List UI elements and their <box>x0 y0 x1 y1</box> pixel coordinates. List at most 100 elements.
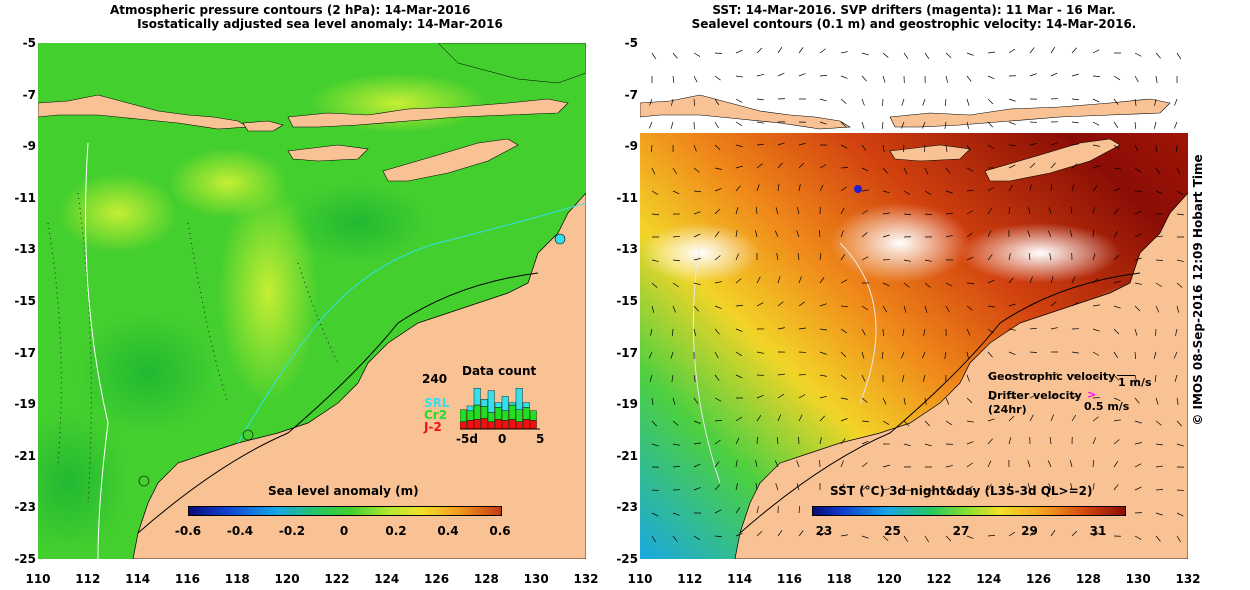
velocity-arrow <box>861 535 869 539</box>
longitude-tick: 126 <box>424 572 450 586</box>
velocity-arrow <box>693 374 696 382</box>
velocity-arrow <box>987 75 995 80</box>
velocity-arrow <box>714 75 721 81</box>
velocity-arrow <box>1071 73 1079 77</box>
velocity-arrow <box>755 460 758 468</box>
velocity-arrow <box>966 98 970 106</box>
data-count-title: Data count <box>462 364 537 378</box>
velocity-arrow <box>714 305 722 309</box>
velocity-arrow <box>672 397 676 405</box>
velocity-arrow <box>882 52 889 58</box>
data-count-bar-j2 <box>501 420 509 430</box>
velocity-arrow <box>966 485 974 491</box>
velocity-arrow <box>672 235 680 238</box>
colorbar-tick: 0.2 <box>385 524 407 538</box>
velocity-arrow <box>1008 437 1012 445</box>
velocity-arrow <box>735 533 743 537</box>
geostrophic-scale-label: 1 m/s <box>1118 376 1152 389</box>
velocity-arrow <box>1092 437 1097 445</box>
velocity-arrow <box>1092 75 1101 77</box>
velocity-arrow <box>1008 351 1016 356</box>
velocity-arrow <box>1029 394 1037 399</box>
velocity-arrow <box>755 207 758 215</box>
velocity-arrow <box>1174 374 1178 382</box>
velocity-arrow <box>1027 230 1031 238</box>
velocity-arrow <box>777 327 785 330</box>
velocity-arrow <box>1113 419 1121 422</box>
velocity-arrow <box>1134 535 1142 540</box>
velocity-arrow <box>777 184 780 192</box>
velocity-arrow <box>1071 414 1076 422</box>
longitude-tick: 112 <box>677 572 703 586</box>
velocity-arrow <box>1069 230 1073 238</box>
velocity-arrow <box>1176 305 1180 313</box>
velocity-arrow <box>1134 211 1142 215</box>
velocity-arrow <box>882 75 886 83</box>
velocity-arrow <box>735 75 743 78</box>
velocity-arrow <box>1174 98 1178 106</box>
latitude-tick: -15 <box>14 294 36 308</box>
velocity-arrow <box>903 282 910 288</box>
velocity-arrow <box>714 144 721 151</box>
data-count-bar-srl <box>508 402 516 406</box>
velocity-arrow <box>1092 374 1100 378</box>
velocity-arrow <box>1092 532 1100 537</box>
velocity-arrow <box>966 232 973 238</box>
longitude-tick: 130 <box>1125 572 1151 586</box>
velocity-arrow <box>796 483 800 491</box>
velocity-arrow <box>735 437 740 445</box>
longitude-tick: 124 <box>976 572 1002 586</box>
velocity-arrow <box>714 98 720 106</box>
velocity-arrow <box>755 483 758 491</box>
data-count-bar-cr2 <box>460 409 467 422</box>
land-sumbawa-flores <box>287 98 569 128</box>
velocity-arrow <box>693 98 696 107</box>
velocity-arrow <box>756 184 760 192</box>
velocity-arrow <box>735 460 738 468</box>
velocity-arrow <box>987 328 994 334</box>
velocity-arrow <box>714 419 722 422</box>
velocity-arrow <box>1134 374 1137 382</box>
longitude-tick: 130 <box>523 572 549 586</box>
velocity-arrow <box>819 351 827 355</box>
velocity-arrow <box>798 530 804 537</box>
legend-srl: SRL <box>424 396 450 410</box>
velocity-arrow <box>903 397 906 405</box>
velocity-arrow <box>735 278 742 284</box>
sla-colorbar <box>188 506 502 516</box>
velocity-arrow <box>840 534 848 537</box>
velocity-arrow <box>649 374 653 382</box>
velocity-arrow <box>1176 512 1184 517</box>
velocity-arrow <box>1050 46 1056 54</box>
drifter-track <box>854 185 862 193</box>
velocity-arrow <box>798 327 806 330</box>
velocity-arrow <box>945 52 952 59</box>
latitude-tick: -13 <box>14 242 36 257</box>
velocity-arrow <box>987 460 992 468</box>
velocity-arrow <box>777 142 785 146</box>
velocity-arrow <box>798 73 806 77</box>
velocity-arrow <box>651 282 658 288</box>
latitude-tick: -17 <box>616 345 638 360</box>
latitude-tick: -19 <box>14 397 36 412</box>
velocity-arrow <box>756 415 762 422</box>
tide-gauge <box>138 475 150 487</box>
velocity-arrow <box>777 414 782 422</box>
velocity-arrow <box>693 463 701 468</box>
velocity-arrow <box>1050 327 1058 330</box>
velocity-arrow <box>693 328 696 336</box>
latitude-tick: -23 <box>616 500 638 515</box>
velocity-arrow <box>921 351 926 359</box>
velocity-arrow <box>1071 47 1077 54</box>
velocity-arrow <box>693 442 701 445</box>
data-count-bar-srl <box>501 396 509 411</box>
velocity-arrow <box>901 121 905 129</box>
latitude-tick: -19 <box>616 397 638 412</box>
velocity-arrow <box>756 276 761 284</box>
sst-colorbar-title: SST (°C) 3d night&day (L3S-3d QL>=2) <box>830 484 1093 498</box>
velocity-arrow <box>840 230 844 238</box>
longitude-tick: 116 <box>174 572 200 586</box>
velocity-arrow <box>1029 162 1036 169</box>
velocity-arrow <box>840 328 848 334</box>
velocity-arrow <box>861 189 869 192</box>
